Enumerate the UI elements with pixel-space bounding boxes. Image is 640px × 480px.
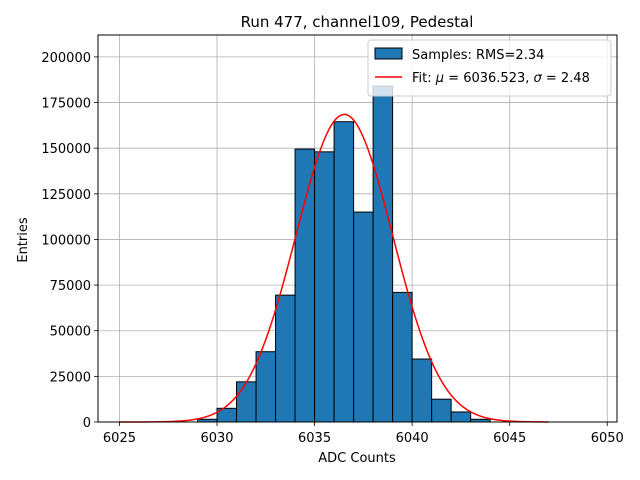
x-tick-label: 6035 <box>298 431 331 446</box>
y-axis-label: Entries <box>16 217 31 263</box>
histogram-bar <box>450 411 472 423</box>
x-axis-ticks: 6025 6030 6035 6040 6045 6050 <box>103 422 624 446</box>
legend-frame <box>367 39 612 97</box>
histogram-bar <box>275 294 296 423</box>
y-tick-label: 100000 <box>41 233 91 248</box>
y-tick-label: 0 <box>83 416 91 431</box>
histogram-bar <box>372 85 394 423</box>
legend-fit-sigma-value: = 2.48 <box>542 71 590 86</box>
histogram-bar <box>392 291 413 423</box>
histogram-bars <box>197 85 491 423</box>
fit-curve <box>119 113 549 423</box>
x-tick-label: 6040 <box>396 431 429 446</box>
y-axis-ticks: 0 25000 50000 75000 100000 125000 150000 175000… <box>41 51 98 431</box>
y-tick-label: 75000 <box>50 279 91 294</box>
plot-frame <box>97 34 618 423</box>
x-tick-label: 6050 <box>591 431 624 446</box>
histogram-bar <box>236 381 257 423</box>
x-tick-label: 6045 <box>493 431 526 446</box>
histogram-bar <box>333 121 355 423</box>
x-axis-label: ADC Counts <box>318 451 396 466</box>
x-tick-label: 6025 <box>103 431 136 446</box>
chart-title: Run 477, channel109, Pedestal <box>241 13 474 31</box>
legend-fit-mu-symbol: μ <box>435 71 444 86</box>
x-tick-label: 6030 <box>200 431 233 446</box>
y-tick-label: 50000 <box>50 325 91 340</box>
y-tick-label: 175000 <box>41 97 91 112</box>
legend-fit-mu-value: = 6036.523, <box>444 71 533 86</box>
y-tick-label: 25000 <box>50 370 91 385</box>
y-tick-label: 150000 <box>41 142 91 157</box>
legend-fit-sigma-symbol: σ <box>534 71 543 86</box>
legend-label-fit: Fit: μ = 6036.523, σ = 2.48 <box>412 71 590 86</box>
legend-fit-prefix: Fit: <box>412 71 436 86</box>
histogram-bar <box>353 211 374 423</box>
histogram-bar <box>255 351 277 423</box>
legend: Samples: RMS=2.34 Fit: μ = 6036.523, σ =… <box>367 39 612 97</box>
histogram-bar <box>294 148 316 423</box>
y-tick-label: 125000 <box>41 188 91 203</box>
y-tick-label: 200000 <box>41 51 91 66</box>
legend-label-samples: Samples: RMS=2.34 <box>412 48 544 63</box>
histogram-bar <box>314 151 335 423</box>
histogram-bar <box>411 358 433 423</box>
histogram-bar <box>431 398 452 423</box>
legend-patch-samples <box>374 47 403 60</box>
